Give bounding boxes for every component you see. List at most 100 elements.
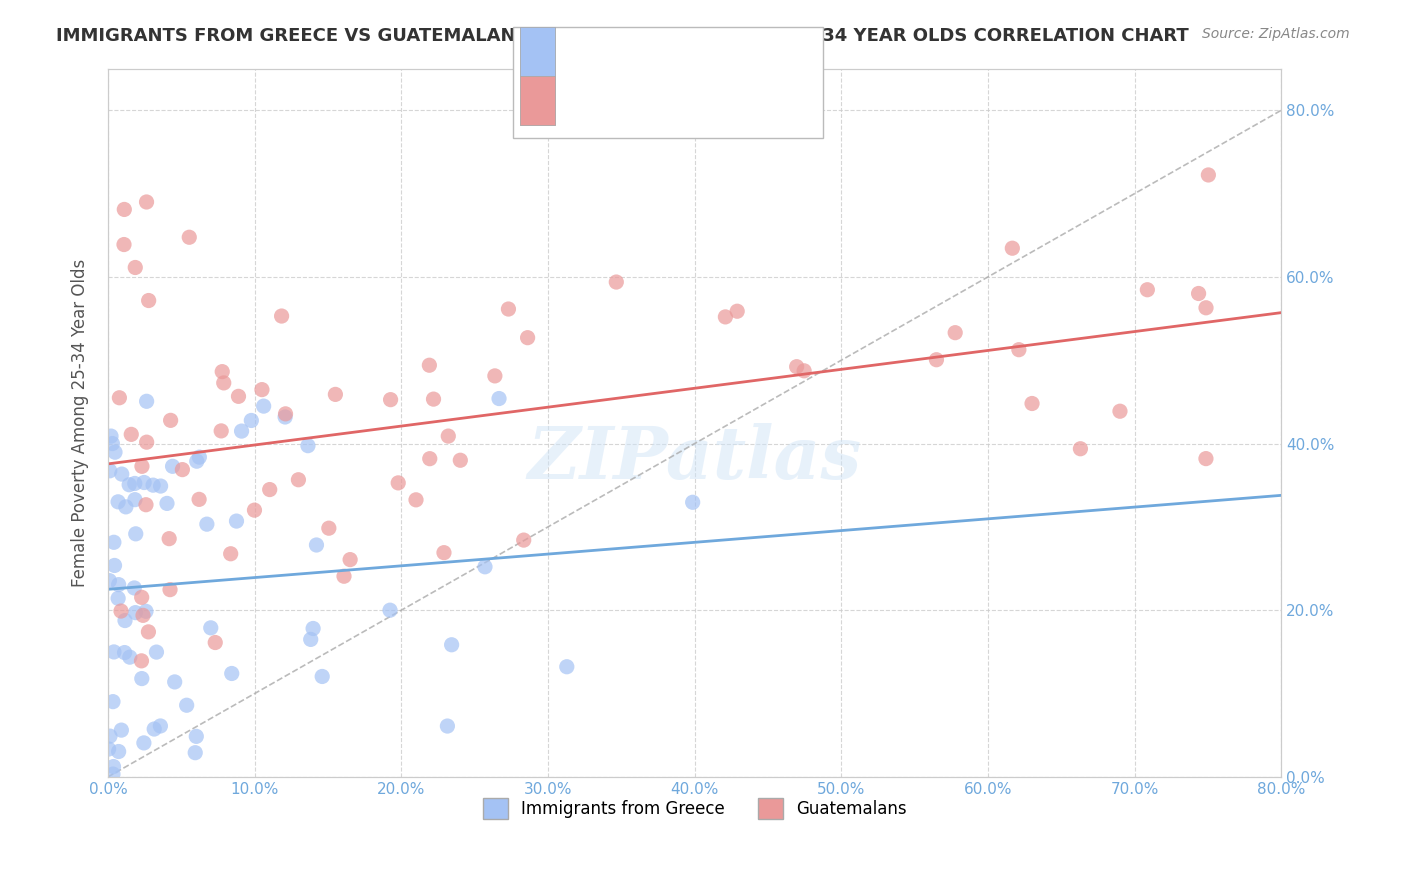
Point: [1109, 404, 1132, 418]
Point: [204, 635, 226, 649]
Point: [225, 514, 247, 528]
Point: [131, 672, 153, 686]
Point: [387, 475, 409, 490]
Point: [124, 260, 146, 275]
Point: [120, 427, 142, 442]
Point: [725, 304, 748, 318]
Point: [131, 654, 153, 668]
Point: [124, 606, 146, 620]
Point: [488, 392, 510, 406]
Point: [243, 503, 266, 517]
Point: [107, 495, 129, 509]
Point: [378, 603, 401, 617]
Point: [270, 309, 292, 323]
Point: [1008, 343, 1031, 357]
Point: [131, 591, 153, 605]
Point: [555, 659, 578, 673]
Point: [107, 591, 129, 606]
Point: [114, 614, 136, 628]
Text: IMMIGRANTS FROM GREECE VS GUATEMALAN FEMALE POVERTY AMONG 25-34 YEAR OLDS CORREL: IMMIGRANTS FROM GREECE VS GUATEMALAN FEM…: [56, 27, 1189, 45]
Point: [422, 392, 444, 406]
Point: [179, 230, 201, 244]
Point: [156, 496, 179, 510]
Point: [103, 759, 125, 773]
Y-axis label: Female Poverty Among 25-34 Year Olds: Female Poverty Among 25-34 Year Olds: [72, 259, 89, 587]
Point: [1021, 396, 1043, 410]
Point: [1195, 301, 1218, 315]
Point: [135, 394, 157, 409]
Point: [339, 552, 361, 566]
Point: [108, 391, 131, 405]
Point: [188, 450, 211, 464]
Point: [142, 478, 165, 492]
Point: [135, 604, 157, 618]
Point: [131, 459, 153, 474]
Point: [380, 392, 402, 407]
Point: [138, 293, 160, 308]
Point: [299, 632, 322, 647]
Point: [103, 535, 125, 549]
Point: [516, 331, 538, 345]
Point: [135, 435, 157, 450]
Point: [103, 558, 125, 573]
Point: [311, 669, 333, 683]
Point: [114, 646, 136, 660]
Point: [682, 495, 704, 509]
Point: [118, 650, 141, 665]
Point: [149, 719, 172, 733]
Point: [1197, 168, 1219, 182]
Point: [132, 608, 155, 623]
Point: [157, 532, 180, 546]
Point: [1136, 283, 1159, 297]
Text: ZIPatlas: ZIPatlas: [527, 423, 862, 493]
Point: [125, 526, 148, 541]
Point: [1001, 241, 1024, 255]
Point: [440, 638, 463, 652]
Point: [211, 365, 233, 379]
Point: [101, 695, 124, 709]
Point: [132, 475, 155, 490]
Point: [333, 569, 356, 583]
Point: [159, 582, 181, 597]
Point: [437, 429, 460, 443]
Point: [943, 326, 966, 340]
Point: [297, 439, 319, 453]
Point: [925, 352, 948, 367]
Point: [110, 604, 132, 618]
Point: [124, 492, 146, 507]
Point: [103, 645, 125, 659]
Point: [1069, 442, 1091, 456]
Point: [176, 698, 198, 713]
Point: [162, 459, 184, 474]
Point: [793, 364, 815, 378]
Legend: Immigrants from Greece, Guatemalans: Immigrants from Greece, Guatemalans: [475, 791, 914, 825]
Point: [138, 624, 160, 639]
Point: [325, 387, 347, 401]
Point: [101, 767, 124, 781]
Point: [253, 399, 276, 413]
Point: [124, 476, 146, 491]
Point: [318, 521, 340, 535]
Point: [104, 445, 127, 459]
Point: [259, 483, 281, 497]
Point: [498, 301, 520, 316]
Point: [449, 453, 471, 467]
Point: [228, 389, 250, 403]
Point: [135, 194, 157, 209]
Point: [219, 547, 242, 561]
Point: [111, 467, 134, 481]
Point: [143, 722, 166, 736]
Text: R = 0.339    N = 67: R = 0.339 N = 67: [562, 89, 738, 107]
Point: [1187, 286, 1209, 301]
Point: [115, 500, 138, 514]
Point: [231, 424, 253, 438]
Point: [433, 546, 456, 560]
Point: [112, 202, 135, 217]
Point: [118, 477, 141, 491]
Text: R = 0.184    N = 67: R = 0.184 N = 67: [562, 31, 738, 49]
Point: [200, 621, 222, 635]
Point: [474, 559, 496, 574]
Point: [221, 666, 243, 681]
Point: [184, 746, 207, 760]
Point: [287, 473, 309, 487]
